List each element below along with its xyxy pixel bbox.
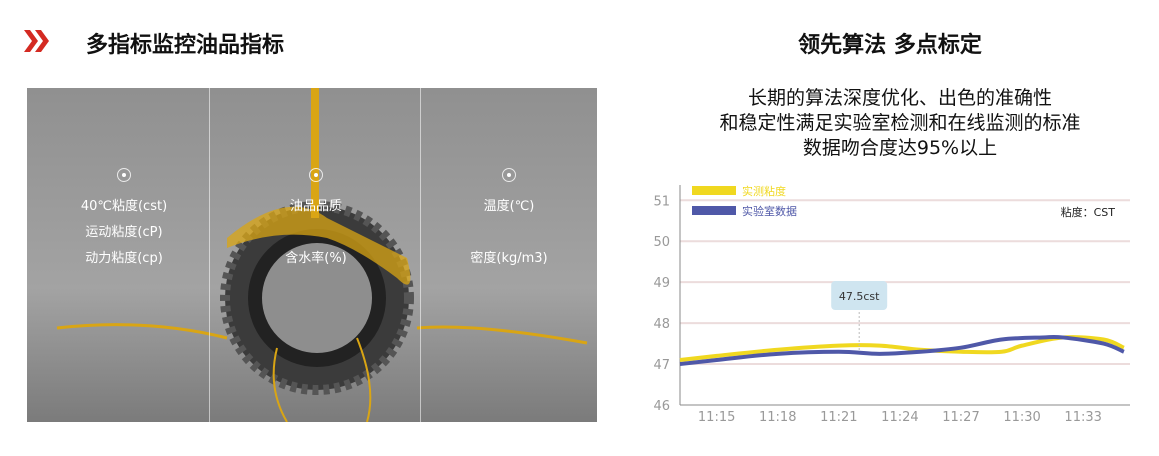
tooltip-value: 47.5cst bbox=[839, 290, 880, 303]
target-icon bbox=[502, 168, 516, 182]
legend-label: 实验室数据 bbox=[742, 204, 797, 218]
target-icon bbox=[309, 168, 323, 182]
indicator-column: 油品品质 含水率(%) bbox=[221, 168, 411, 272]
tooltip-box bbox=[831, 281, 888, 310]
x-tick-label: 11:21 bbox=[820, 410, 857, 425]
divider bbox=[209, 88, 210, 422]
gear-illustration bbox=[56, 88, 588, 422]
y-tick-label: 48 bbox=[653, 317, 670, 332]
indicator-label bbox=[414, 220, 597, 246]
y-tick-label: 46 bbox=[653, 399, 670, 414]
section-title-right: 领先算法 多点标定 bbox=[798, 33, 982, 58]
y-tick-label: 47 bbox=[653, 358, 670, 373]
legend-swatch bbox=[692, 206, 736, 215]
divider bbox=[420, 88, 421, 422]
x-tick-label: 11:30 bbox=[1003, 410, 1040, 425]
section-title-left: 多指标监控油品指标 bbox=[86, 33, 285, 58]
description-line: 和稳定性满足实验室检测和在线监测的标准 bbox=[719, 112, 1081, 134]
indicator-column: 40℃粘度(cst) 运动粘度(cP) 动力粘度(cp) bbox=[29, 168, 219, 272]
oil-gear-image: 40℃粘度(cst) 运动粘度(cP) 动力粘度(cp) 油品品质 含水率(%)… bbox=[27, 88, 597, 422]
unit-label: 粘度：CST bbox=[1061, 205, 1116, 219]
x-tick-label: 11:18 bbox=[759, 410, 796, 425]
indicator-label bbox=[221, 220, 411, 246]
description-line: 数据吻合度达95%以上 bbox=[802, 137, 998, 159]
description-line: 长期的算法深度优化、出色的准确性 bbox=[747, 87, 1052, 109]
x-tick-label: 11:33 bbox=[1064, 410, 1101, 425]
target-icon bbox=[117, 168, 131, 182]
indicator-label: 动力粘度(cp) bbox=[85, 251, 163, 266]
indicator-label: 40℃粘度(cst) bbox=[80, 199, 168, 214]
x-tick-label: 11:24 bbox=[881, 410, 918, 425]
indicator-column: 温度(℃) 密度(kg/m3) bbox=[414, 168, 597, 272]
legend-swatch bbox=[692, 186, 736, 195]
viscosity-chart: 46 47 48 49 50 51 11:15 11:18 11:21 11:24 11:27 11:… bbox=[653, 184, 1130, 425]
description: 长期的算法深度优化、出色的准确性 和稳定性满足实验室检测和在线监测的标准 数据吻… bbox=[640, 86, 1159, 161]
double-chevron-right-icon bbox=[24, 30, 49, 52]
y-tick-label: 50 bbox=[653, 235, 670, 250]
indicator-label: 密度(kg/m3) bbox=[470, 251, 548, 266]
indicator-label: 含水率(%) bbox=[285, 251, 347, 266]
indicator-label: 温度(℃) bbox=[483, 199, 535, 214]
y-tick-label: 49 bbox=[653, 276, 670, 291]
indicator-label: 油品品质 bbox=[289, 199, 342, 214]
legend-label: 实测粘度 bbox=[742, 184, 786, 198]
series-line-2 bbox=[679, 334, 1125, 367]
y-tick-label: 51 bbox=[653, 194, 670, 209]
x-tick-label: 11:15 bbox=[698, 410, 735, 425]
indicator-label: 运动粘度(cP) bbox=[85, 225, 163, 240]
x-tick-label: 11:27 bbox=[942, 410, 979, 425]
